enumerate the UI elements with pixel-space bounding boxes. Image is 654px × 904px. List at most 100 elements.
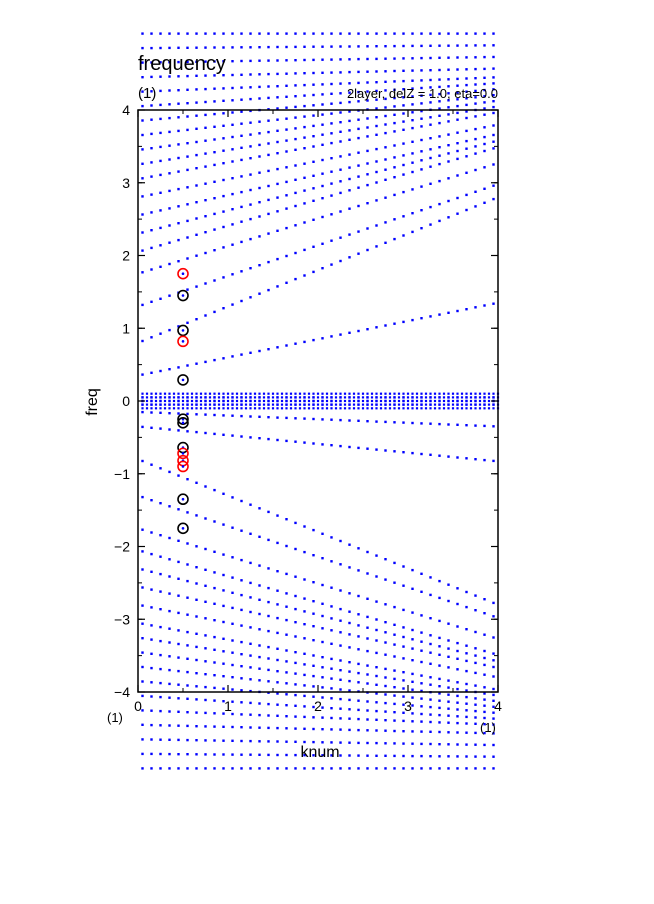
- dispersion-dot: [186, 115, 189, 118]
- dispersion-dot: [370, 396, 374, 399]
- dispersion-dot: [429, 403, 432, 406]
- dispersion-dot: [438, 619, 441, 623]
- dispersion-dot: [253, 407, 257, 410]
- dispersion-dot: [204, 165, 207, 168]
- dispersion-dot: [231, 396, 234, 399]
- dispersion-dot: [231, 86, 234, 90]
- dispersion-dot: [411, 611, 414, 614]
- dispersion-dot: [213, 197, 216, 200]
- dispersion-dot: [285, 727, 288, 730]
- dispersion-dot: [285, 605, 288, 608]
- dispersion-dot: [384, 158, 387, 161]
- dispersion-dot: [222, 414, 225, 417]
- dispersion-dot: [483, 88, 486, 92]
- dispersion-dot: [204, 767, 207, 770]
- dispersion-dot: [492, 88, 495, 91]
- dispersion-dot: [312, 174, 315, 177]
- dispersion-dot: [177, 89, 180, 92]
- dispersion-dot: [186, 60, 189, 64]
- dispersion-dot: [222, 178, 225, 182]
- dispersion-dot: [195, 632, 198, 635]
- dispersion-dot: [456, 767, 459, 770]
- dispersion-dot: [159, 467, 162, 470]
- dispersion-dot: [231, 556, 234, 559]
- dispersion-dot: [258, 85, 261, 89]
- dispersion-dot: [168, 641, 171, 644]
- dispersion-dot: [240, 739, 243, 743]
- dispersion-dot: [420, 396, 423, 399]
- dispersion-dot: [186, 392, 189, 395]
- dispersion-dot: [411, 212, 414, 215]
- dispersion-dot: [456, 91, 459, 94]
- dispersion-dot: [141, 651, 144, 654]
- dispersion-dot: [303, 754, 306, 757]
- dispersion-dot: [339, 32, 342, 35]
- dispersion-dot: [393, 623, 396, 626]
- dispersion-dot: [168, 609, 171, 613]
- dispersion-dot: [195, 140, 198, 144]
- dispersion-dot: [168, 407, 171, 410]
- dispersion-dot: [397, 399, 401, 403]
- dispersion-dot: [375, 666, 378, 669]
- dispersion-dot: [267, 288, 270, 292]
- dispersion-dot: [321, 557, 324, 560]
- dispersion-dot: [213, 520, 216, 523]
- dispersion-dot: [303, 340, 306, 344]
- dispersion-dot: [213, 753, 216, 756]
- dispersion-dot: [357, 662, 360, 666]
- dispersion-dot: [231, 676, 234, 679]
- dispersion-dot: [420, 399, 423, 403]
- dispersion-dot: [483, 458, 486, 462]
- dispersion-dot: [438, 202, 441, 206]
- dispersion-dot: [285, 32, 288, 35]
- dispersion-dot: [483, 407, 486, 410]
- dispersion-dot: [424, 392, 428, 395]
- dispersion-dot: [222, 712, 225, 715]
- dispersion-dot: [294, 672, 297, 675]
- dispersion-dot: [393, 57, 396, 60]
- dispersion-dot: [177, 170, 180, 173]
- dispersion-dot: [276, 196, 279, 199]
- dispersion-dot: [312, 654, 315, 657]
- dispersion-dot: [384, 578, 387, 581]
- dispersion-dot: [240, 122, 243, 125]
- dispersion-dot: [159, 32, 162, 35]
- dispersion-dot: [406, 396, 410, 399]
- dispersion-dot: [456, 196, 459, 200]
- dispersion-dot: [420, 209, 423, 212]
- dispersion-dot: [402, 730, 405, 733]
- dispersion-dot: [375, 160, 378, 163]
- dispersion-dot: [159, 752, 162, 756]
- dispersion-dot: [330, 71, 333, 74]
- dispersion-dot: [204, 517, 207, 520]
- dispersion-dot: [411, 188, 414, 191]
- dispersion-dot: [276, 541, 279, 545]
- dispersion-dot: [186, 74, 189, 78]
- dispersion-dot: [177, 396, 180, 399]
- dispersion-dot: [465, 424, 468, 427]
- dispersion-dot: [195, 615, 198, 618]
- dispersion-dot: [267, 396, 270, 399]
- dispersion-dot: [348, 633, 351, 636]
- dispersion-dot: [420, 56, 423, 60]
- dispersion-dot: [366, 99, 369, 102]
- dispersion-dot: [492, 743, 495, 747]
- dispersion-dot: [312, 104, 315, 107]
- dispersion-dot: [402, 120, 405, 123]
- dispersion-dot: [240, 134, 243, 137]
- dispersion-dot: [253, 392, 257, 395]
- dispersion-dot: [483, 76, 486, 79]
- dispersion-dot: [312, 417, 315, 421]
- dispersion-dot: [195, 767, 198, 770]
- dispersion-dot: [213, 392, 216, 395]
- dispersion-dot: [402, 742, 405, 745]
- dispersion-dot: [321, 337, 324, 340]
- dispersion-dot: [312, 245, 315, 248]
- dispersion-dot: [195, 201, 198, 204]
- dispersion-dot: [159, 396, 162, 399]
- dispersion-dot: [177, 656, 180, 659]
- dispersion-dot: [492, 693, 495, 697]
- dispersion-dot: [249, 203, 252, 206]
- y-tick-label: −1: [114, 466, 130, 482]
- dispersion-dot: [429, 165, 432, 168]
